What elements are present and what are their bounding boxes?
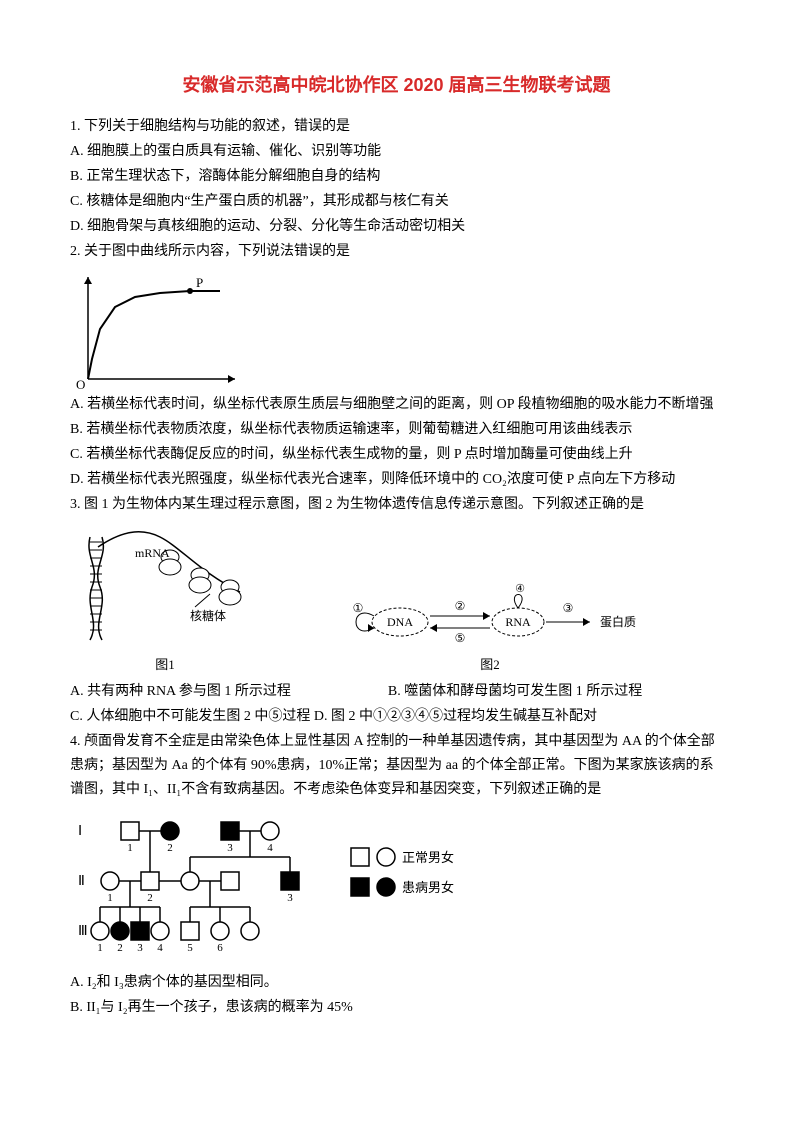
q4-pedigree-chart: ⅠⅡⅢ1234123123456正常男女患病男女 (70, 807, 480, 967)
q3-opt-row1: A. 共有两种 RNA 参与图 1 所示过程 B. 噬菌体和酵母菌均可发生图 1… (70, 680, 723, 704)
svg-text:Ⅱ: Ⅱ (78, 874, 85, 889)
svg-text:3: 3 (287, 892, 293, 904)
svg-text:4: 4 (157, 942, 163, 954)
q4-pedigree-container: ⅠⅡⅢ1234123123456正常男女患病男女 (70, 807, 723, 967)
svg-text:患病男女: 患病男女 (402, 880, 454, 895)
q2-opt-d: D. 若横坐标代表光照强度，纵坐标代表光合速率，则降低环境中的 CO₂浓度可使 … (70, 468, 723, 492)
svg-text:Ⅰ: Ⅰ (78, 824, 82, 839)
svg-text:3: 3 (227, 842, 233, 854)
q1-stem: 1. 下列关于细胞结构与功能的叙述，错误的是 (70, 115, 723, 139)
q3-opt-b: B. 噬菌体和酵母菌均可发生图 1 所示过程 (388, 684, 642, 699)
svg-text:①: ① (353, 601, 364, 615)
q3-figures: mRNA 核糖体 图1 DNA ① ② ⑤ RNA ④ ③ 蛋白质 图2 (70, 522, 723, 676)
q4-stem: 4. 颅面骨发育不全症是由常染色体上显性基因 A 控制的一种单基因遗传病，其中基… (70, 730, 723, 801)
q1-opt-a: A. 细胞膜上的蛋白质具有运输、催化、识别等功能 (70, 140, 723, 164)
q2-opt-c: C. 若横坐标代表酶促反应的时间，纵坐标代表生成物的量，则 P 点时增加酶量可使… (70, 443, 723, 467)
q1-opt-c: C. 核糖体是细胞内“生产蛋白质的机器”，其形成都与核仁有关 (70, 190, 723, 214)
q3-opt-c-d: C. 人体细胞中不可能发生图 2 中⑤过程 D. 图 2 中①②③④⑤过程均发生… (70, 705, 723, 729)
svg-text:mRNA: mRNA (135, 546, 170, 560)
q1-opt-d: D. 细胞骨架与真核细胞的运动、分裂、分化等生命活动密切相关 (70, 215, 723, 239)
q4-opt-a: A. I₂和 I₃患病个体的基因型相同。 (70, 971, 723, 995)
svg-text:6: 6 (217, 942, 223, 954)
q3-opt-a: A. 共有两种 RNA 参与图 1 所示过程 (70, 684, 291, 699)
svg-text:②: ② (455, 599, 466, 613)
svg-text:O: O (76, 377, 85, 389)
svg-text:正常男女: 正常男女 (402, 850, 454, 865)
svg-text:DNA: DNA (387, 615, 413, 629)
page-title: 安徽省示范高中皖北协作区 2020 届高三生物联考试题 (70, 70, 723, 101)
q3-fig1-diagram: mRNA 核糖体 (70, 522, 260, 652)
svg-text:2: 2 (167, 842, 173, 854)
svg-text:Ⅲ: Ⅲ (78, 924, 88, 939)
svg-text:RNA: RNA (505, 615, 531, 629)
svg-text:1: 1 (97, 942, 103, 954)
q3-fig2-caption: 图2 (340, 654, 640, 676)
q2-chart-container: PO (70, 269, 723, 389)
svg-text:4: 4 (267, 842, 273, 854)
q4-opt-b: B. II₁与 I₂再生一个孩子，患该病的概率为 45% (70, 996, 723, 1020)
q3-fig2-diagram: DNA ① ② ⑤ RNA ④ ③ 蛋白质 (340, 582, 640, 652)
svg-text:⑤: ⑤ (455, 631, 466, 645)
q1-opt-b: B. 正常生理状态下，溶酶体能分解细胞自身的结构 (70, 165, 723, 189)
q3-fig1-caption: 图1 (70, 654, 260, 676)
svg-text:3: 3 (137, 942, 143, 954)
q2-curve-chart: PO (70, 269, 240, 389)
q3-stem: 3. 图 1 为生物体内某生理过程示意图，图 2 为生物体遗传信息传递示意图。下… (70, 493, 723, 517)
q3-fig2-block: DNA ① ② ⑤ RNA ④ ③ 蛋白质 图2 (340, 582, 640, 676)
svg-text:5: 5 (187, 942, 193, 954)
svg-text:④: ④ (515, 583, 525, 595)
svg-text:蛋白质: 蛋白质 (600, 614, 636, 629)
q3-fig1-block: mRNA 核糖体 图1 (70, 522, 260, 676)
q2-stem: 2. 关于图中曲线所示内容，下列说法错误的是 (70, 240, 723, 264)
svg-text:③: ③ (563, 601, 574, 615)
svg-text:2: 2 (117, 942, 123, 954)
svg-text:1: 1 (127, 842, 133, 854)
q2-opt-b: B. 若横坐标代表物质浓度，纵坐标代表物质运输速率，则葡萄糖进入红细胞可用该曲线… (70, 418, 723, 442)
svg-text:核糖体: 核糖体 (190, 608, 226, 623)
q2-opt-a: A. 若横坐标代表时间，纵坐标代表原生质层与细胞壁之间的距离，则 OP 段植物细… (70, 393, 723, 417)
svg-text:P: P (196, 275, 203, 290)
svg-text:1: 1 (107, 892, 113, 904)
svg-text:2: 2 (147, 892, 153, 904)
